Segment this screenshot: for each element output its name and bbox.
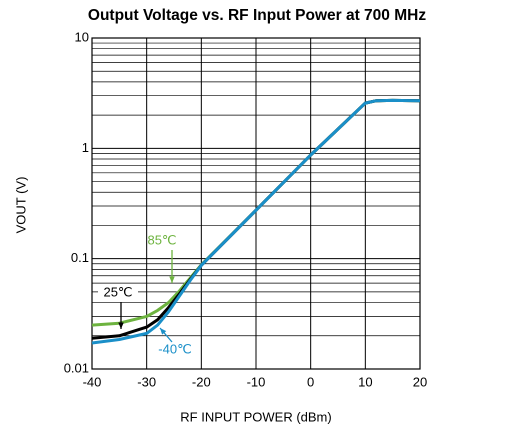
series-line (91, 98, 421, 345)
x-tick-label: -30 (137, 374, 156, 389)
chart-title: Output Voltage vs. RF Input Power at 700… (88, 7, 426, 24)
x-tick-label: -20 (192, 374, 211, 389)
x-axis-title: RF INPUT POWER (dBm) (180, 409, 331, 424)
y-tick-label: 0.1 (71, 250, 89, 265)
x-tick-label: 20 (413, 374, 427, 389)
x-tick-label: 0 (307, 374, 314, 389)
x-tick-label: 10 (358, 374, 372, 389)
y-tick-label: 1 (82, 140, 89, 155)
plot-frame (91, 37, 421, 370)
y-axis-title: VOUT (V) (13, 177, 28, 234)
x-tick-label: -40 (83, 374, 102, 389)
x-tick-label: -10 (247, 374, 266, 389)
label-bg (98, 285, 138, 301)
series-label: 25℃ (103, 284, 132, 299)
arrow-head (169, 276, 175, 283)
y-tick-label: 0.01 (64, 360, 89, 375)
series-label: -40℃ (158, 341, 191, 356)
arrow-head (118, 322, 124, 329)
series-label: 85℃ (147, 232, 176, 247)
arrow-head (160, 328, 167, 335)
y-tick-label: 10 (75, 29, 89, 44)
